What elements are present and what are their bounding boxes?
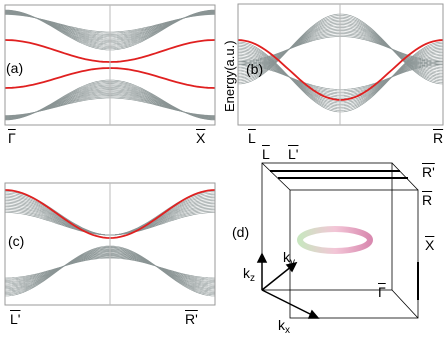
axis-k: kz	[243, 266, 255, 284]
axis-base: k	[278, 317, 285, 333]
panel-label: (b)	[246, 61, 264, 77]
k-point: R'	[185, 311, 198, 327]
k-point: X	[425, 237, 435, 253]
k-point: L	[248, 130, 256, 146]
axis-base: k	[243, 265, 250, 281]
k-point: L	[262, 146, 270, 162]
k-point: R	[422, 192, 433, 208]
k-point: L'	[288, 146, 299, 162]
panel-label: (a)	[6, 60, 24, 76]
k-point: Γ	[8, 130, 16, 146]
torus	[297, 226, 373, 254]
k-point: R'	[422, 164, 435, 180]
k-point: Γ	[378, 284, 386, 300]
axis-k: ky	[283, 250, 295, 268]
y-axis-label: Energy(a.u.)	[222, 40, 237, 112]
axis-k: kx	[278, 318, 290, 336]
k-point: R	[433, 130, 444, 146]
axes-arrows	[256, 252, 320, 319]
axis-sub: z	[250, 273, 255, 284]
k-point: L'	[10, 311, 21, 327]
cube	[261, 162, 419, 319]
axis-sub: y	[290, 257, 295, 268]
panel-label: (d)	[232, 224, 250, 240]
k-point: X	[196, 130, 206, 146]
axis-sub: x	[285, 325, 290, 336]
axis-base: k	[283, 249, 290, 265]
panel-label: (c)	[8, 233, 25, 249]
